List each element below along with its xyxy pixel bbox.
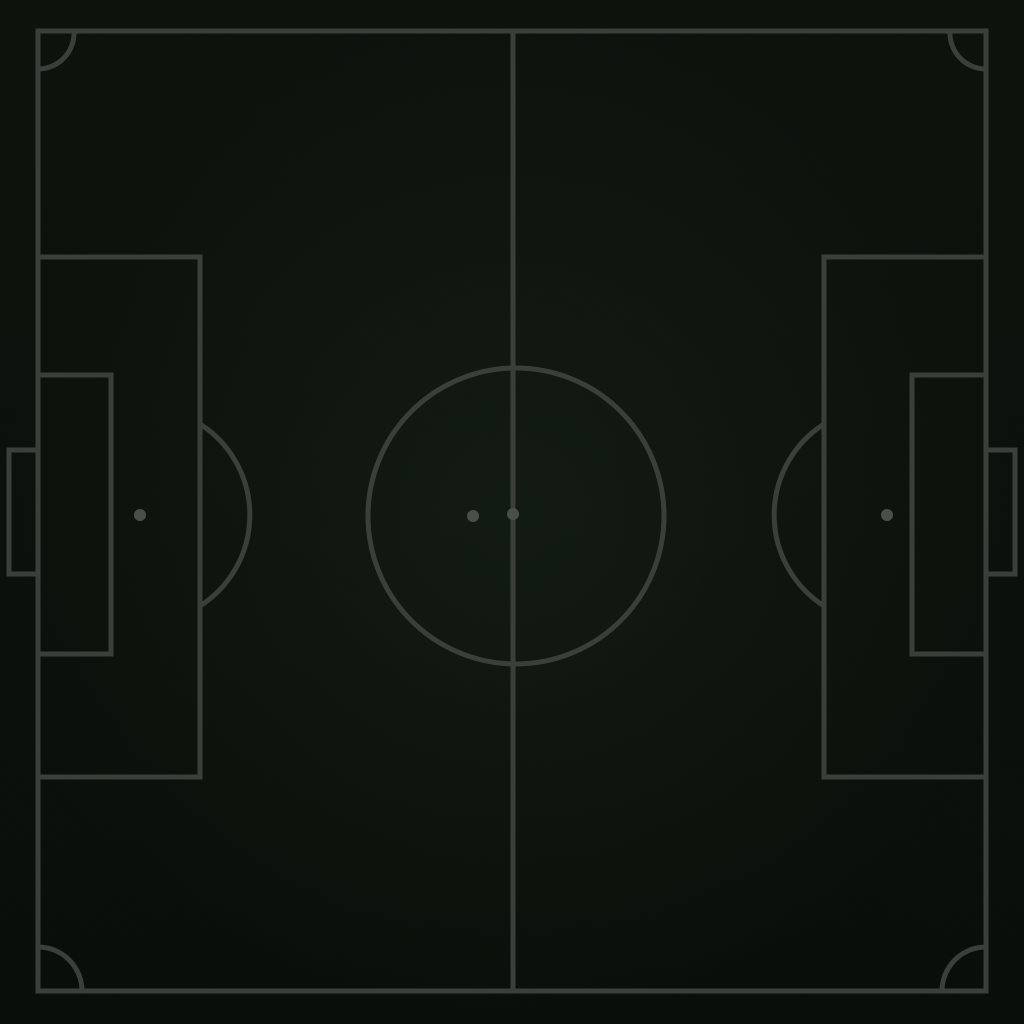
right-goal [983, 447, 1018, 577]
left-penalty-arc [198, 421, 253, 609]
right-penalty-area [821, 254, 989, 780]
left-penalty-spot [134, 509, 146, 521]
kickoff-marker [467, 510, 479, 522]
left-goal-area [35, 372, 114, 657]
corner-arc-top-right [947, 30, 987, 72]
corner-arc-bottom-right [939, 944, 987, 992]
centre-spot [507, 508, 519, 520]
left-penalty-area [35, 254, 203, 780]
corner-arc-top-left [37, 30, 77, 72]
centre-circle [365, 365, 667, 667]
right-penalty-spot [881, 509, 893, 521]
right-goal-area [909, 372, 989, 657]
right-penalty-arc [771, 421, 826, 609]
left-goal [6, 447, 41, 577]
corner-arc-bottom-left [37, 944, 85, 992]
